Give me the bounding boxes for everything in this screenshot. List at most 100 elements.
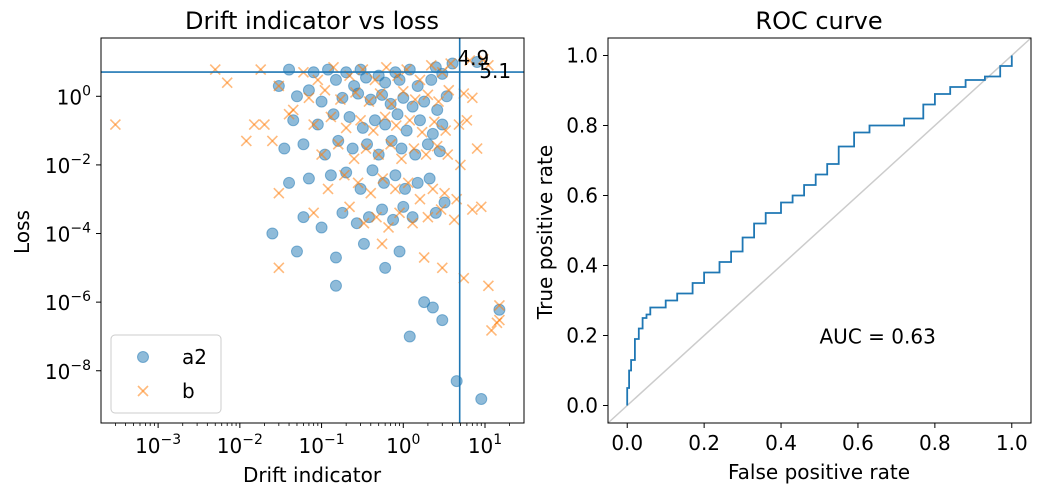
- scatter-x-tick-label-0: 10−3: [135, 432, 181, 458]
- roc-y-ticks: 0.0 0.2 0.4 0.6 0.8 1.0: [566, 44, 608, 418]
- loss-threshold-label: 5.1: [479, 59, 511, 83]
- point-a2-76: [397, 200, 410, 213]
- point-a2-46: [297, 138, 310, 151]
- roc-y-tick-label-4: 0.8: [566, 114, 598, 138]
- roc-x-label: False positive rate: [728, 460, 910, 484]
- point-b-6: [266, 135, 278, 147]
- point-b-51: [440, 125, 452, 137]
- roc-subplot: ROC curve AUC = 0.63 0.0 0.2 0.4 0.6 0.8 1.0 …: [533, 7, 1032, 484]
- scatter-subplot: Drift indicator vs loss 4.9 5.1 10−3 10−2…: [10, 7, 525, 487]
- point-b-77: [439, 187, 451, 199]
- point-a2-37: [356, 121, 369, 134]
- point-b-1: [209, 64, 221, 76]
- point-a2-85: [329, 279, 342, 292]
- point-b-32: [374, 88, 386, 100]
- point-a2-82: [357, 237, 370, 250]
- auc-annotation: AUC = 0.63: [820, 325, 936, 349]
- point-a2-58: [302, 172, 315, 185]
- roc-chance-diagonal: [607, 37, 1032, 424]
- scatter-x-ticks: 10−3 10−2 10−1 100 101: [114, 423, 511, 458]
- roc-y-tick-label-0: 0.0: [566, 394, 598, 418]
- point-b-68: [322, 183, 334, 195]
- point-a2-84: [393, 245, 406, 258]
- point-a2-33: [287, 114, 300, 127]
- point-b-3: [240, 135, 252, 147]
- point-b-21: [425, 59, 437, 71]
- point-b-60: [395, 153, 408, 165]
- point-a2-92: [493, 303, 506, 316]
- roc-y-tick-label-1: 0.2: [566, 324, 598, 348]
- point-b-8: [273, 80, 285, 92]
- legend-label-a2: a2: [182, 345, 207, 369]
- point-b-12: [312, 74, 324, 86]
- point-b-15: [357, 64, 369, 76]
- point-b-23: [445, 57, 457, 70]
- point-a2-74: [376, 203, 389, 216]
- point-b-84: [393, 207, 406, 219]
- point-b-41: [308, 118, 320, 131]
- point-a2-66: [411, 176, 424, 189]
- roc-title: ROC curve: [755, 7, 882, 35]
- point-a2-65: [399, 182, 412, 195]
- point-a2-9: [446, 57, 459, 70]
- point-a2-62: [366, 164, 379, 177]
- point-b-28: [319, 84, 331, 96]
- point-b-10: [287, 104, 299, 116]
- point-a2-77: [406, 211, 419, 224]
- point-b-4: [248, 118, 260, 131]
- point-b-37: [432, 96, 445, 108]
- point-a2-69: [297, 211, 310, 224]
- point-b-44: [354, 114, 367, 126]
- point-b-61: [408, 142, 420, 155]
- point-a2-88: [436, 314, 449, 327]
- point-a2-18: [436, 67, 449, 80]
- scatter-y-tick-label-1: 10−6: [45, 289, 91, 315]
- point-b-83: [382, 221, 395, 234]
- roc-y-label: True positive rate: [533, 145, 557, 320]
- point-b-46: [379, 111, 391, 123]
- point-a2-49: [346, 142, 359, 155]
- point-b-50: [428, 116, 440, 128]
- point-a2-43: [426, 127, 439, 140]
- point-a2-44: [436, 118, 449, 131]
- point-b-40: [466, 92, 478, 104]
- point-a2-68: [266, 227, 279, 240]
- scatter-x-tick-label-4: 101: [468, 432, 502, 458]
- point-a2-64: [389, 169, 402, 182]
- legend-label-b: b: [182, 379, 195, 403]
- point-a2-53: [395, 142, 408, 155]
- roc-axes-frame: [607, 37, 1032, 424]
- point-b-26: [482, 59, 494, 71]
- point-a2-34: [311, 118, 324, 131]
- point-b-0: [109, 118, 121, 131]
- point-b-5: [258, 118, 271, 131]
- point-b-49: [416, 126, 428, 138]
- roc-x-tick-label-2: 0.4: [765, 431, 797, 455]
- point-b-73: [389, 183, 401, 195]
- point-b-67: [273, 187, 285, 199]
- point-b-69: [338, 169, 350, 181]
- point-a2-72: [350, 217, 363, 230]
- point-a2-79: [438, 196, 451, 209]
- point-b-54: [315, 149, 328, 161]
- point-a2-15: [393, 73, 406, 86]
- point-b-94: [436, 262, 448, 274]
- point-b-62: [420, 149, 432, 161]
- roc-x-tick-label-4: 0.8: [919, 431, 951, 455]
- scatter-x-tick-label-1: 10−2: [217, 432, 263, 458]
- point-b-24: [464, 54, 476, 67]
- point-b-33: [386, 98, 398, 110]
- scatter-y-tick-label-2: 10−4: [45, 221, 91, 247]
- scatter-x-tick-label-2: 10−1: [299, 432, 345, 458]
- scatter-title: Drift indicator vs loss: [185, 7, 439, 35]
- scatter-x-label: Drift indicator: [243, 463, 382, 487]
- point-a2-20: [290, 90, 303, 103]
- point-b-47: [390, 120, 402, 132]
- scatter-axes-frame: [100, 37, 525, 424]
- point-a2-70: [315, 221, 328, 234]
- point-b-80: [343, 201, 356, 213]
- point-b-75: [414, 193, 426, 205]
- scatter-x-tick-label-3: 100: [386, 432, 420, 458]
- point-b-38: [443, 84, 455, 96]
- drift-threshold-label: 4.9: [457, 46, 489, 70]
